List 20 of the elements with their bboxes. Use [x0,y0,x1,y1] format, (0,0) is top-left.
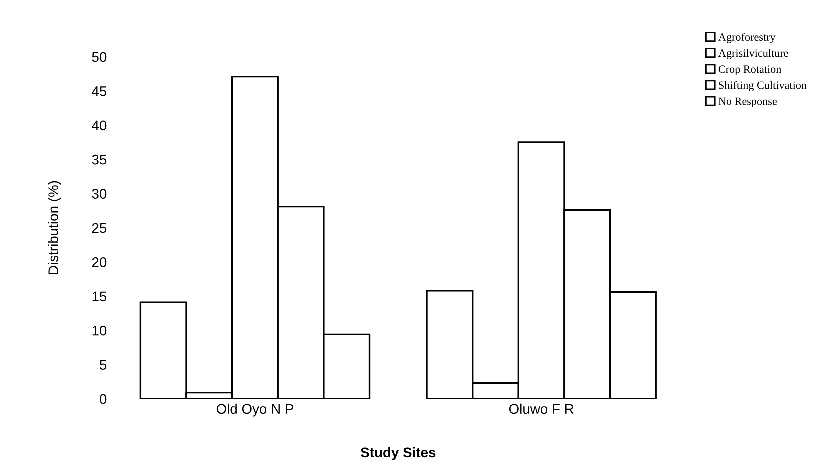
y-tick-label: 25 [92,223,107,234]
legend-label: No Response [718,98,777,108]
y-tick-label: 20 [92,258,107,268]
y-tick-label: 30 [92,189,107,199]
x-tick-label: Old Oyo N P [216,404,294,417]
legend-label: Shifting Cultivation [719,81,807,92]
y-tick-label: 35 [92,154,107,165]
legend-label: Agroforestry [718,33,776,44]
x-tick-label: Oluwo F R [509,404,574,414]
y-tick-label: 10 [92,326,107,336]
y-tick-label: 15 [92,292,107,302]
y-tick-label: 50 [92,52,107,62]
y-tick-label: 0 [100,394,107,404]
legend-label: Agrisilviculture [718,49,788,60]
y-axis-title: Distribution (%) [48,181,62,274]
x-axis-title: Study Sites [360,447,436,460]
y-tick-label: 5 [100,360,107,370]
y-tick-label: 40 [92,120,107,131]
legend-label: Crop Rotation [718,66,782,76]
y-tick-label: 45 [92,86,107,96]
